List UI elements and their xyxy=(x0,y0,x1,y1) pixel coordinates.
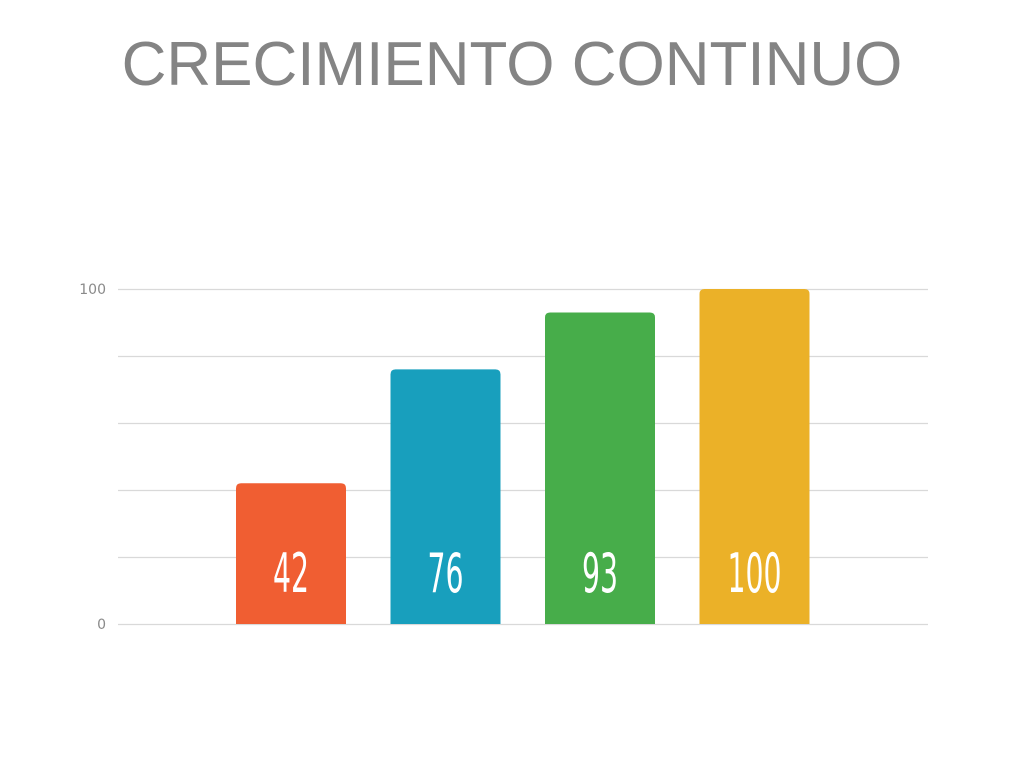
y-axis: 100 0 xyxy=(79,282,106,633)
bar xyxy=(699,289,810,624)
y-tick-label-max: 100 xyxy=(79,282,106,298)
slide-title: CRECIMIENTO CONTINUO xyxy=(121,30,903,99)
bar xyxy=(236,483,346,624)
chart-data-labels: 42 76 93 100 xyxy=(273,542,782,605)
bar-value-label: 100 xyxy=(728,542,782,605)
bar-value-label: 93 xyxy=(582,542,618,605)
y-tick-label-min: 0 xyxy=(97,617,106,633)
bar xyxy=(390,369,501,624)
bar-value-label: 42 xyxy=(273,542,309,605)
bar xyxy=(545,312,655,624)
chart-bars xyxy=(236,289,810,624)
bar-value-label: 76 xyxy=(428,542,464,605)
